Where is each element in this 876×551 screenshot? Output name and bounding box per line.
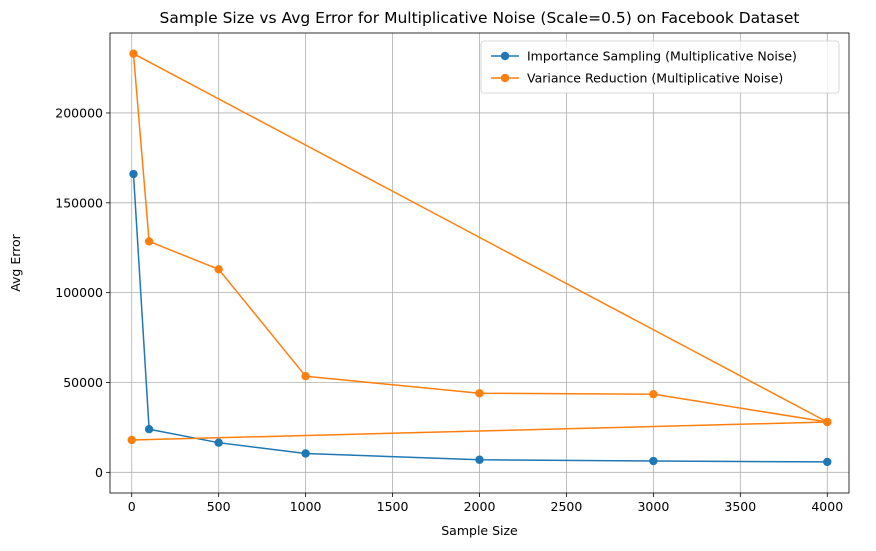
legend-marker (500, 73, 510, 83)
data-point (144, 425, 154, 434)
x-tick-label: 0 (128, 499, 136, 514)
x-tick-label: 2000 (464, 499, 496, 514)
data-point (823, 417, 832, 427)
legend-marker (500, 51, 510, 61)
chart-title: Sample Size vs Avg Error for Multiplicat… (160, 9, 800, 27)
legend-box (480, 40, 840, 94)
data-point (127, 435, 136, 445)
x-tick-label: 1000 (290, 499, 322, 514)
y-tick-label: 200000 (55, 105, 103, 120)
data-point (475, 455, 484, 464)
series-1 (129, 169, 832, 467)
x-tick-label: 4000 (811, 499, 843, 514)
y-axis: 0 50000 100000 150000 200000 (55, 105, 110, 480)
x-tick-label: 2500 (551, 499, 583, 514)
grid-lines (110, 33, 849, 493)
legend-item: Importance Sampling (Multiplicative Nois… (491, 49, 797, 64)
data-point (301, 449, 310, 458)
data-point (214, 265, 223, 274)
x-tick-label: 3500 (724, 499, 756, 514)
data-point (129, 49, 138, 58)
data-point (475, 389, 484, 398)
x-tick-label: 3000 (637, 499, 669, 514)
series-group (127, 49, 832, 467)
series-2 (127, 49, 832, 445)
y-axis-label: Avg Error (8, 233, 23, 291)
y-tick-label: 50000 (63, 375, 103, 390)
data-point (129, 169, 138, 179)
y-tick-label: 150000 (55, 195, 103, 210)
y-tick-label: 0 (95, 465, 103, 480)
y-tick-label: 100000 (55, 285, 103, 300)
x-axis-label: Sample Size (441, 523, 518, 538)
legend-label: Variance Reduction (Multiplicative Noise… (527, 71, 783, 86)
x-tick-label: 1500 (377, 499, 409, 514)
legend: Importance Sampling (Multiplicative Nois… (480, 40, 840, 94)
data-point (649, 456, 658, 466)
data-point (214, 438, 223, 447)
data-point (649, 389, 658, 399)
data-point (301, 372, 310, 381)
legend-label: Importance Sampling (Multiplicative Nois… (527, 49, 797, 64)
data-point (823, 457, 832, 467)
legend-item: Variance Reduction (Multiplicative Noise… (491, 71, 783, 86)
data-point (144, 237, 154, 246)
x-axis: 0 500 1000 1500 2000 2500 3000 3500 4000 (128, 493, 843, 514)
x-tick-label: 500 (207, 499, 231, 514)
